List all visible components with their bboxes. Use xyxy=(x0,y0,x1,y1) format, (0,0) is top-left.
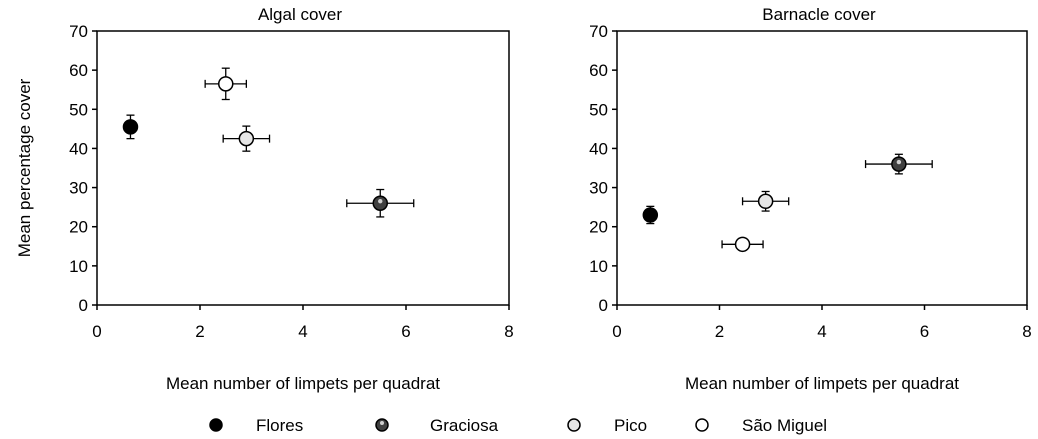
x-tick-label: 8 xyxy=(504,322,513,341)
y-tick-label: 10 xyxy=(69,257,88,276)
x-tick-label: 4 xyxy=(298,322,307,341)
y-tick-label: 70 xyxy=(69,22,88,41)
legend-marker-pico xyxy=(567,418,581,432)
y-tick-label: 40 xyxy=(69,139,88,158)
x-tick-label: 4 xyxy=(817,322,826,341)
x-tick-label: 8 xyxy=(1022,322,1031,341)
legend: Flores Graciosa Pico São Miguel xyxy=(209,416,827,435)
plot-area xyxy=(616,30,1028,306)
algal-cover-panel: Algal cover Mean number of limpets per q… xyxy=(15,5,514,393)
y-tick-label: 60 xyxy=(69,61,88,80)
y-tick-label: 10 xyxy=(589,257,608,276)
data-point-pico xyxy=(238,130,255,147)
barnacle-cover-panel: Barnacle cover Mean number of limpets pe… xyxy=(589,5,1032,393)
plot-area xyxy=(96,30,510,306)
y-tick-label: 0 xyxy=(599,296,608,315)
y-tick-label: 60 xyxy=(589,61,608,80)
data-point-sao-miguel xyxy=(734,236,751,253)
y-axis-label: Mean percentage cover xyxy=(15,78,34,257)
y-tick-label: 20 xyxy=(69,218,88,237)
y-tick-label: 50 xyxy=(69,100,88,119)
data-point-flores xyxy=(642,207,659,223)
y-tick-label: 30 xyxy=(589,179,608,198)
x-axis-label: Mean number of limpets per quadrat xyxy=(685,374,959,393)
legend-label-sao-miguel: São Miguel xyxy=(742,416,827,435)
y-tick-label: 70 xyxy=(589,22,608,41)
data-point-pico xyxy=(757,193,774,210)
panel-title: Algal cover xyxy=(258,5,342,24)
legend-label-flores: Flores xyxy=(256,416,303,435)
x-tick-label: 0 xyxy=(92,322,101,341)
x-axis-label: Mean number of limpets per quadrat xyxy=(166,374,440,393)
legend-marker-flores xyxy=(209,418,223,432)
y-tick-label: 20 xyxy=(589,218,608,237)
x-tick-label: 0 xyxy=(612,322,621,341)
legend-marker-sao-miguel xyxy=(695,418,709,432)
y-tick-label: 40 xyxy=(589,139,608,158)
data-point-highlight-graciosa xyxy=(896,159,902,165)
x-tick-label: 6 xyxy=(920,322,929,341)
y-tick-label: 30 xyxy=(69,179,88,198)
panel-title: Barnacle cover xyxy=(762,5,876,24)
legend-label-pico: Pico xyxy=(614,416,647,435)
y-tick-label: 0 xyxy=(79,296,88,315)
legend-label-graciosa: Graciosa xyxy=(430,416,499,435)
data-point-highlight-graciosa xyxy=(378,199,383,204)
legend-marker-graciosa-highlight xyxy=(380,421,384,425)
y-tick-label: 50 xyxy=(589,100,608,119)
data-point-flores xyxy=(122,119,139,135)
x-tick-label: 2 xyxy=(195,322,204,341)
x-tick-label: 2 xyxy=(715,322,724,341)
x-tick-label: 6 xyxy=(401,322,410,341)
data-point-sao-miguel xyxy=(218,76,234,92)
